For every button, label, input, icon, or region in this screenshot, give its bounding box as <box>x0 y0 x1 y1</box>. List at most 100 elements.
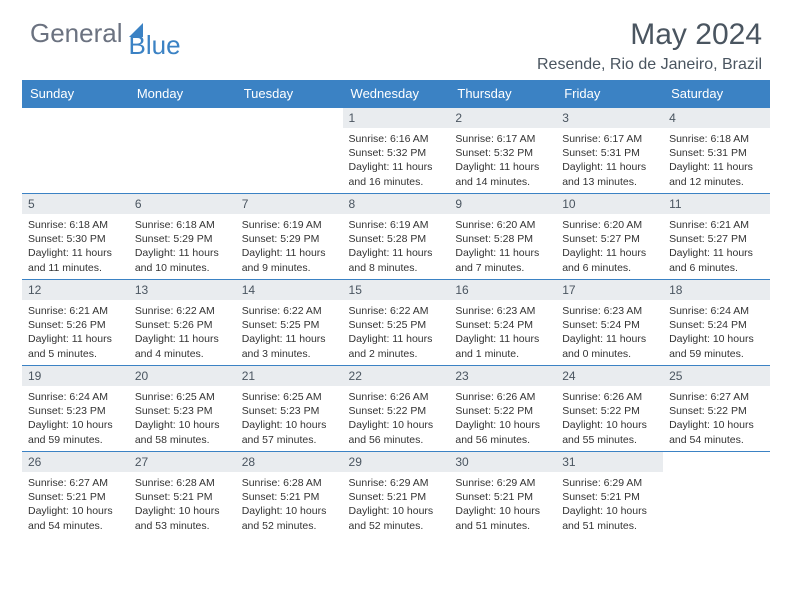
logo-text-blue: Blue <box>129 30 181 61</box>
day-details: Sunrise: 6:16 AMSunset: 5:32 PMDaylight:… <box>343 128 450 191</box>
day-details: Sunrise: 6:26 AMSunset: 5:22 PMDaylight:… <box>449 386 556 449</box>
day-number: 23 <box>449 366 556 386</box>
calendar-day-cell: 4Sunrise: 6:18 AMSunset: 5:31 PMDaylight… <box>663 108 770 194</box>
calendar-day-cell <box>236 108 343 194</box>
day-number: 16 <box>449 280 556 300</box>
calendar-day-cell: 7Sunrise: 6:19 AMSunset: 5:29 PMDaylight… <box>236 194 343 280</box>
day-number: 6 <box>129 194 236 214</box>
header: General Blue May 2024 Resende, Rio de Ja… <box>0 0 792 80</box>
calendar-day-cell: 30Sunrise: 6:29 AMSunset: 5:21 PMDayligh… <box>449 452 556 538</box>
day-details: Sunrise: 6:28 AMSunset: 5:21 PMDaylight:… <box>129 472 236 535</box>
calendar-week-row: 26Sunrise: 6:27 AMSunset: 5:21 PMDayligh… <box>22 452 770 538</box>
calendar-day-cell: 31Sunrise: 6:29 AMSunset: 5:21 PMDayligh… <box>556 452 663 538</box>
calendar-day-cell: 18Sunrise: 6:24 AMSunset: 5:24 PMDayligh… <box>663 280 770 366</box>
calendar-day-cell: 21Sunrise: 6:25 AMSunset: 5:23 PMDayligh… <box>236 366 343 452</box>
day-details: Sunrise: 6:25 AMSunset: 5:23 PMDaylight:… <box>129 386 236 449</box>
day-number: 7 <box>236 194 343 214</box>
day-details: Sunrise: 6:22 AMSunset: 5:26 PMDaylight:… <box>129 300 236 363</box>
day-number: 26 <box>22 452 129 472</box>
day-number: 27 <box>129 452 236 472</box>
day-details: Sunrise: 6:25 AMSunset: 5:23 PMDaylight:… <box>236 386 343 449</box>
calendar-day-cell: 11Sunrise: 6:21 AMSunset: 5:27 PMDayligh… <box>663 194 770 280</box>
calendar-day-cell: 12Sunrise: 6:21 AMSunset: 5:26 PMDayligh… <box>22 280 129 366</box>
day-details: Sunrise: 6:23 AMSunset: 5:24 PMDaylight:… <box>449 300 556 363</box>
calendar-day-cell: 15Sunrise: 6:22 AMSunset: 5:25 PMDayligh… <box>343 280 450 366</box>
calendar-day-cell: 10Sunrise: 6:20 AMSunset: 5:27 PMDayligh… <box>556 194 663 280</box>
day-number: 12 <box>22 280 129 300</box>
calendar-day-cell: 8Sunrise: 6:19 AMSunset: 5:28 PMDaylight… <box>343 194 450 280</box>
day-number: 28 <box>236 452 343 472</box>
calendar-day-cell: 9Sunrise: 6:20 AMSunset: 5:28 PMDaylight… <box>449 194 556 280</box>
calendar-day-cell: 17Sunrise: 6:23 AMSunset: 5:24 PMDayligh… <box>556 280 663 366</box>
day-details: Sunrise: 6:18 AMSunset: 5:31 PMDaylight:… <box>663 128 770 191</box>
day-number: 21 <box>236 366 343 386</box>
day-details: Sunrise: 6:22 AMSunset: 5:25 PMDaylight:… <box>343 300 450 363</box>
calendar-day-cell: 29Sunrise: 6:29 AMSunset: 5:21 PMDayligh… <box>343 452 450 538</box>
day-number: 29 <box>343 452 450 472</box>
day-number: 25 <box>663 366 770 386</box>
day-number: 5 <box>22 194 129 214</box>
day-details: Sunrise: 6:20 AMSunset: 5:27 PMDaylight:… <box>556 214 663 277</box>
day-details: Sunrise: 6:17 AMSunset: 5:31 PMDaylight:… <box>556 128 663 191</box>
day-number: 3 <box>556 108 663 128</box>
day-details: Sunrise: 6:21 AMSunset: 5:27 PMDaylight:… <box>663 214 770 277</box>
calendar-week-row: 5Sunrise: 6:18 AMSunset: 5:30 PMDaylight… <box>22 194 770 280</box>
calendar-day-cell: 3Sunrise: 6:17 AMSunset: 5:31 PMDaylight… <box>556 108 663 194</box>
weekday-header: Friday <box>556 80 663 108</box>
day-details: Sunrise: 6:26 AMSunset: 5:22 PMDaylight:… <box>556 386 663 449</box>
calendar: SundayMondayTuesdayWednesdayThursdayFrid… <box>0 80 792 538</box>
calendar-day-cell: 6Sunrise: 6:18 AMSunset: 5:29 PMDaylight… <box>129 194 236 280</box>
day-details: Sunrise: 6:26 AMSunset: 5:22 PMDaylight:… <box>343 386 450 449</box>
day-details: Sunrise: 6:24 AMSunset: 5:23 PMDaylight:… <box>22 386 129 449</box>
day-number: 17 <box>556 280 663 300</box>
title-block: May 2024 Resende, Rio de Janeiro, Brazil <box>537 18 762 74</box>
calendar-day-cell: 24Sunrise: 6:26 AMSunset: 5:22 PMDayligh… <box>556 366 663 452</box>
day-details: Sunrise: 6:21 AMSunset: 5:26 PMDaylight:… <box>22 300 129 363</box>
day-number: 18 <box>663 280 770 300</box>
weekday-header: Saturday <box>663 80 770 108</box>
day-number: 30 <box>449 452 556 472</box>
logo: General Blue <box>30 18 181 49</box>
day-details: Sunrise: 6:18 AMSunset: 5:30 PMDaylight:… <box>22 214 129 277</box>
calendar-day-cell: 2Sunrise: 6:17 AMSunset: 5:32 PMDaylight… <box>449 108 556 194</box>
day-number: 24 <box>556 366 663 386</box>
calendar-body: 1Sunrise: 6:16 AMSunset: 5:32 PMDaylight… <box>22 108 770 538</box>
day-number: 22 <box>343 366 450 386</box>
day-number: 8 <box>343 194 450 214</box>
calendar-day-cell: 16Sunrise: 6:23 AMSunset: 5:24 PMDayligh… <box>449 280 556 366</box>
calendar-day-cell: 14Sunrise: 6:22 AMSunset: 5:25 PMDayligh… <box>236 280 343 366</box>
day-details: Sunrise: 6:24 AMSunset: 5:24 PMDaylight:… <box>663 300 770 363</box>
day-details: Sunrise: 6:22 AMSunset: 5:25 PMDaylight:… <box>236 300 343 363</box>
calendar-week-row: 19Sunrise: 6:24 AMSunset: 5:23 PMDayligh… <box>22 366 770 452</box>
day-details: Sunrise: 6:29 AMSunset: 5:21 PMDaylight:… <box>556 472 663 535</box>
calendar-day-cell: 26Sunrise: 6:27 AMSunset: 5:21 PMDayligh… <box>22 452 129 538</box>
day-details: Sunrise: 6:20 AMSunset: 5:28 PMDaylight:… <box>449 214 556 277</box>
day-number: 15 <box>343 280 450 300</box>
day-number: 10 <box>556 194 663 214</box>
day-number: 9 <box>449 194 556 214</box>
day-details: Sunrise: 6:19 AMSunset: 5:28 PMDaylight:… <box>343 214 450 277</box>
day-details: Sunrise: 6:18 AMSunset: 5:29 PMDaylight:… <box>129 214 236 277</box>
calendar-day-cell: 27Sunrise: 6:28 AMSunset: 5:21 PMDayligh… <box>129 452 236 538</box>
weekday-header: Sunday <box>22 80 129 108</box>
day-number: 2 <box>449 108 556 128</box>
calendar-day-cell: 1Sunrise: 6:16 AMSunset: 5:32 PMDaylight… <box>343 108 450 194</box>
day-details: Sunrise: 6:27 AMSunset: 5:22 PMDaylight:… <box>663 386 770 449</box>
calendar-week-row: 12Sunrise: 6:21 AMSunset: 5:26 PMDayligh… <box>22 280 770 366</box>
day-number: 13 <box>129 280 236 300</box>
calendar-day-cell <box>129 108 236 194</box>
day-details: Sunrise: 6:17 AMSunset: 5:32 PMDaylight:… <box>449 128 556 191</box>
weekday-header: Tuesday <box>236 80 343 108</box>
calendar-day-cell: 23Sunrise: 6:26 AMSunset: 5:22 PMDayligh… <box>449 366 556 452</box>
day-number: 1 <box>343 108 450 128</box>
calendar-day-cell <box>663 452 770 538</box>
day-number: 11 <box>663 194 770 214</box>
day-details: Sunrise: 6:27 AMSunset: 5:21 PMDaylight:… <box>22 472 129 535</box>
day-number: 20 <box>129 366 236 386</box>
month-title: May 2024 <box>537 18 762 52</box>
logo-text-general: General <box>30 18 123 49</box>
calendar-week-row: 1Sunrise: 6:16 AMSunset: 5:32 PMDaylight… <box>22 108 770 194</box>
calendar-day-cell <box>22 108 129 194</box>
day-details: Sunrise: 6:29 AMSunset: 5:21 PMDaylight:… <box>449 472 556 535</box>
calendar-day-cell: 28Sunrise: 6:28 AMSunset: 5:21 PMDayligh… <box>236 452 343 538</box>
